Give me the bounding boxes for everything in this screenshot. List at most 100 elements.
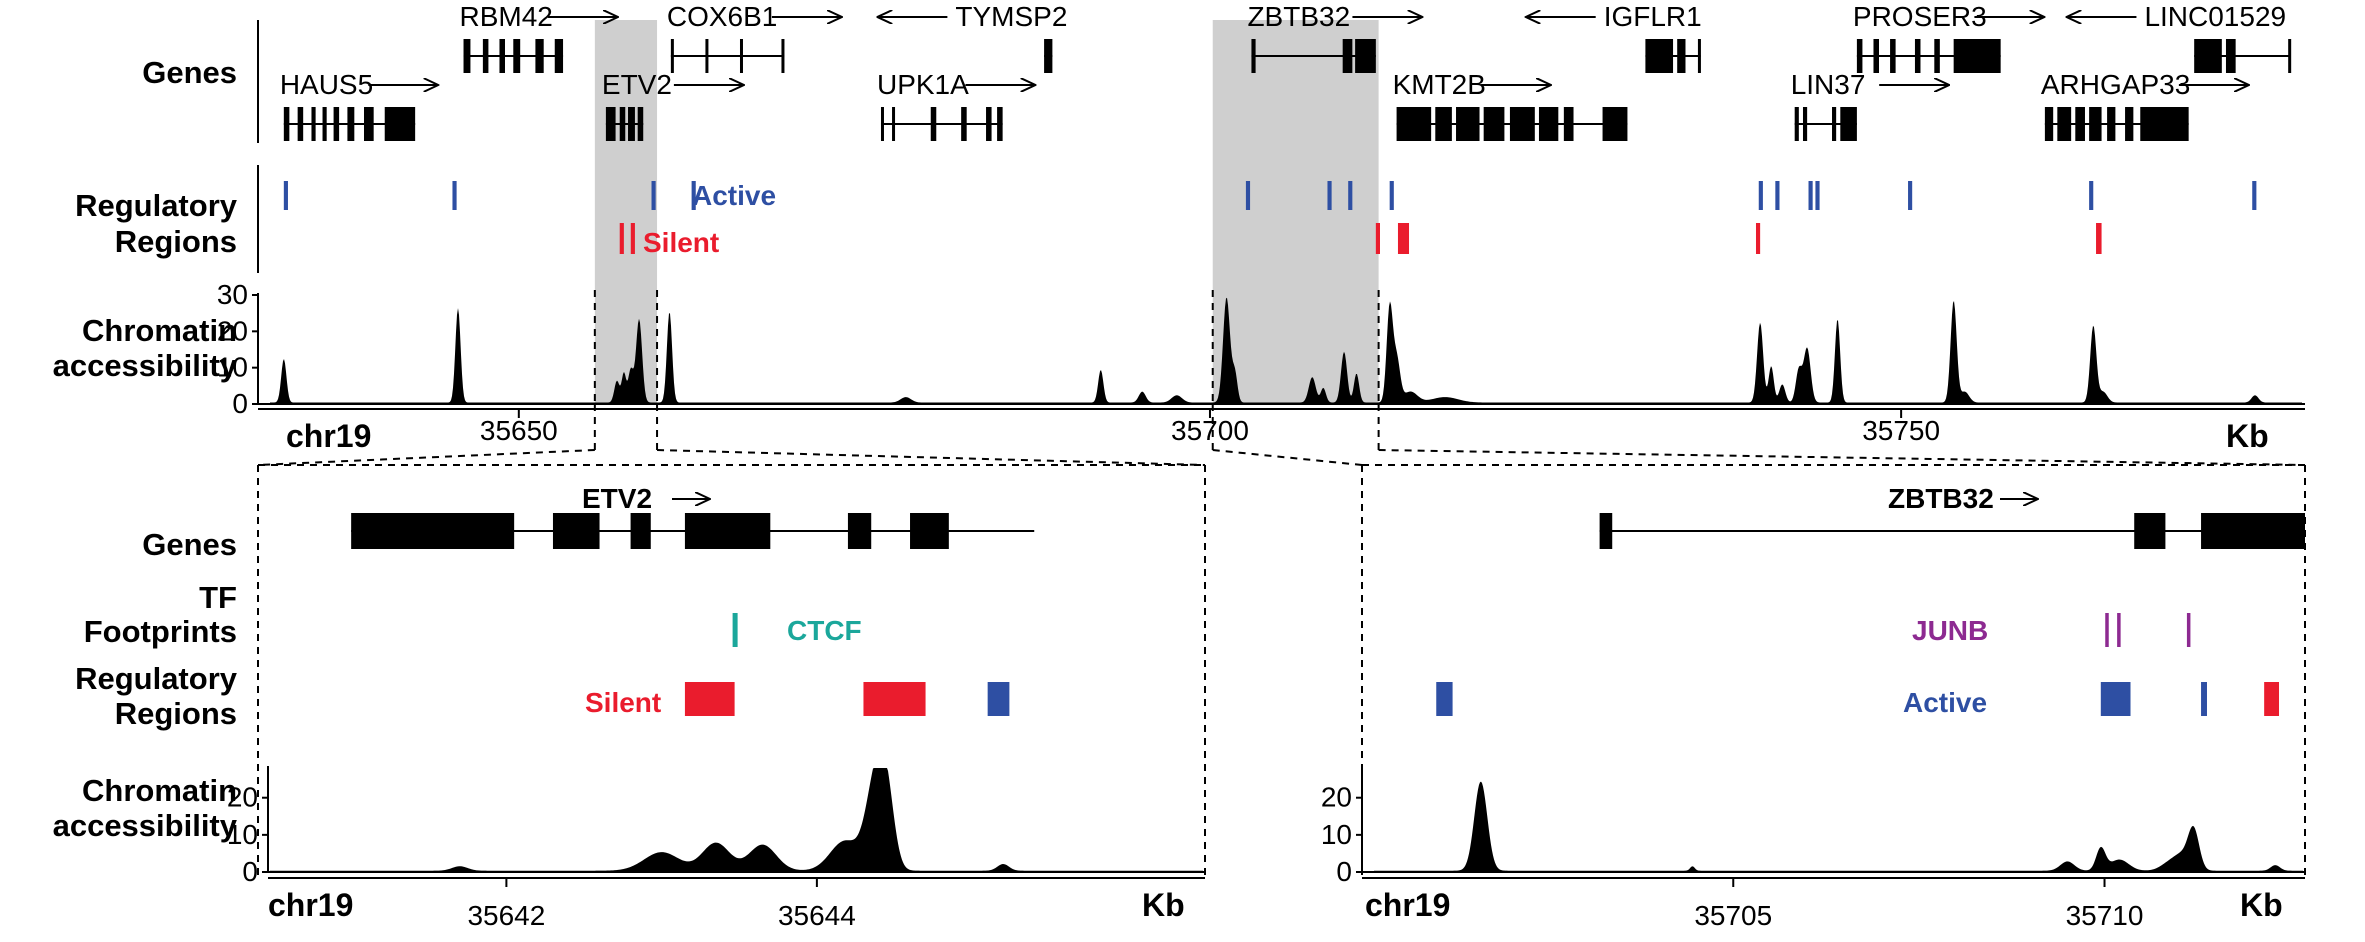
gene-zbtb32: ZBTB32	[1247, 1, 1422, 73]
gene-exon	[2140, 107, 2189, 141]
zoom-gene-exon	[684, 513, 771, 549]
gene-exon	[554, 39, 564, 73]
zbtb32-connector-left	[1212, 449, 1363, 466]
y-tick-label: 0	[242, 856, 258, 887]
gene-exon	[1934, 39, 1940, 73]
gene-exon	[2075, 107, 2085, 141]
gene-label: ETV2	[602, 69, 672, 100]
gene-label: TYMSP2	[955, 1, 1067, 32]
gene-label: COX6B1	[667, 1, 778, 32]
gene-label: LINC01529	[2144, 1, 2286, 32]
active-region	[1808, 181, 1813, 210]
gene-exon	[739, 39, 743, 73]
silent-region	[630, 223, 635, 254]
gene-cox6b1: COX6B1	[667, 1, 842, 73]
silent-legend: Silent	[643, 227, 719, 258]
zoom-y-axis: 0 10 20	[1321, 766, 1363, 887]
gene-exon	[311, 107, 316, 141]
gene-exon	[2089, 107, 2102, 141]
junb-label: JUNB	[1912, 615, 1988, 646]
gene-exon	[1697, 39, 1701, 73]
top-panel: Genes Regulatory Regions Chromatin acces…	[53, 1, 2305, 454]
gene-exon	[2194, 39, 2222, 73]
active-region	[1908, 181, 1913, 210]
silent-region	[1397, 223, 1410, 254]
gene-arhgap33: ARHGAP33	[2041, 69, 2249, 141]
zoom-silent-region	[2264, 682, 2280, 716]
tf-label-line2: Footprints	[84, 614, 237, 649]
x-tick-label: 35700	[1171, 415, 1249, 446]
gene-exon	[1832, 107, 1837, 141]
active-region	[651, 181, 656, 210]
zoom-active-region	[987, 682, 1010, 716]
zoom-left-unit-label: Kb	[1142, 887, 1185, 923]
etv2-zoom-panel: 0 10 20 35642 35644	[227, 464, 1206, 931]
gene-kmt2b: KMT2B	[1393, 69, 1628, 141]
gene-exon	[705, 39, 709, 73]
gene-exon	[1914, 39, 1921, 73]
shaded-region-0	[594, 20, 658, 404]
zbtb32-zoom-panel: 0 10 20 35705 35710	[1321, 464, 2306, 931]
etv2-zoom-gene-label: ETV2	[582, 483, 652, 514]
zoom-x-tick-label: 35644	[778, 900, 856, 931]
gene-exon	[880, 107, 884, 141]
zbtb32-connector-right	[1378, 449, 2306, 466]
gene-exon	[781, 39, 785, 73]
gene-exon	[1677, 39, 1686, 73]
zoom-regulatory-label-line1: Regulatory	[75, 661, 238, 696]
silent-region	[2096, 223, 2102, 254]
gene-exon	[482, 39, 489, 73]
gene-exon	[628, 107, 635, 141]
zoom-silent-label: Silent	[585, 687, 661, 718]
gene-exon	[1802, 107, 1808, 141]
gene-exon	[2107, 107, 2116, 141]
gene-exon	[670, 39, 674, 73]
y-tick-label: 20	[227, 782, 258, 813]
gene-exon	[535, 39, 544, 73]
y-tick-label: 20	[1321, 782, 1352, 813]
junb-footprint	[2105, 613, 2109, 647]
ctcf-label: CTCF	[787, 615, 862, 646]
regulatory-track	[283, 181, 2257, 254]
y-tick-label: 30	[217, 279, 248, 310]
y-tick-label: 20	[217, 315, 248, 346]
gene-label: LIN37	[1791, 69, 1866, 100]
gene-exon	[2125, 107, 2134, 141]
gene-exon	[2225, 39, 2236, 73]
gene-exon	[333, 107, 340, 141]
active-region	[2252, 181, 2257, 210]
gene-exon	[637, 107, 644, 141]
gene-lin37: LIN37	[1791, 69, 1950, 141]
zoom-active-region	[2201, 682, 2207, 716]
zoom-gene-exon	[1599, 513, 1613, 549]
gene-exon	[1538, 107, 1559, 141]
gene-exon	[1456, 107, 1480, 141]
gene-exon	[297, 107, 304, 141]
active-region	[1348, 181, 1353, 210]
gene-proser3: PROSER3	[1853, 1, 2045, 73]
y-tick-label: 0	[232, 388, 248, 419]
zoom-gene-exon	[2134, 513, 2166, 549]
active-region	[1327, 181, 1332, 210]
active-region	[2089, 181, 2094, 210]
zoom-genes-label: Genes	[142, 527, 237, 562]
x-tick-label: 35650	[480, 415, 558, 446]
gene-exon	[1483, 107, 1505, 141]
zoom-regulatory-label-line2: Regions	[115, 696, 237, 731]
highlighted-regions	[594, 20, 1379, 404]
gene-label: ARHGAP33	[2041, 69, 2190, 100]
gene-exon	[605, 107, 616, 141]
zoom-gene-exon	[351, 513, 515, 549]
gene-exon	[1856, 39, 1863, 73]
gene-exon	[1873, 39, 1880, 73]
gene-exon	[1355, 39, 1376, 73]
gene-label: PROSER3	[1853, 1, 1987, 32]
chromosome-label: chr19	[286, 418, 371, 454]
zoom-gene-exon	[630, 513, 651, 549]
zoom-active-label: Active	[1903, 687, 1987, 718]
gene-etv2: ETV2	[602, 69, 744, 141]
gene-exon	[1602, 107, 1628, 141]
gene-exon	[283, 107, 290, 141]
gene-exon	[1044, 39, 1053, 73]
